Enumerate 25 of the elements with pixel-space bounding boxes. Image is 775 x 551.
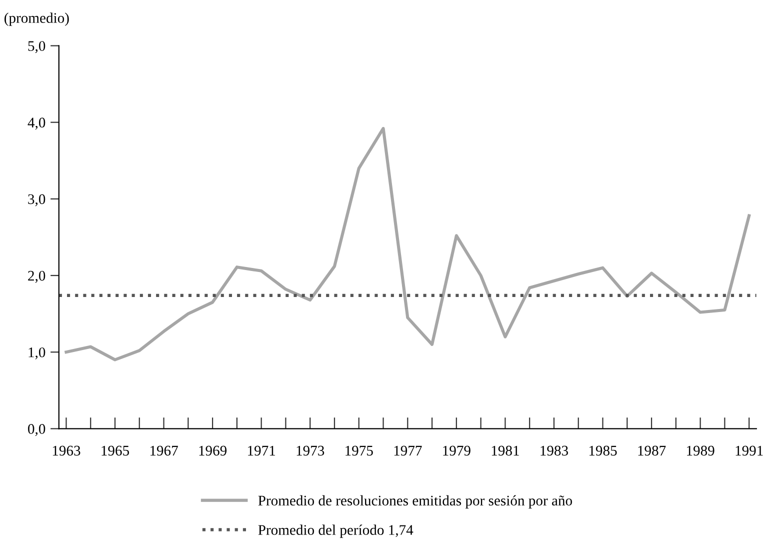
x-tick-label: 1983: [540, 446, 568, 456]
legend-label: Promedio del período 1,74: [258, 524, 414, 538]
x-tick-label: 1977: [394, 446, 422, 456]
x-tick-label: 1985: [589, 446, 617, 456]
y-tick-label: 0,0: [28, 424, 46, 436]
x-tick-label: 1989: [687, 446, 714, 456]
x-tick-label: 1963: [52, 446, 80, 456]
y-tick-label: 2,0: [28, 270, 46, 283]
y-tick-label: 1,0: [28, 347, 46, 360]
y-tick-label: 3,0: [28, 194, 46, 206]
x-tick-label: 1967: [150, 446, 178, 456]
x-tick-label: 1987: [638, 446, 666, 456]
line-series: [64, 126, 751, 362]
x-tick-label: 1991: [736, 446, 763, 456]
y-axis-title: (promedio): [4, 12, 69, 26]
x-tick-label: 1975: [346, 446, 373, 456]
x-tick-label: 1973: [296, 446, 324, 456]
x-tick-label: 1969: [199, 446, 227, 456]
y-tick-label: 4,0: [28, 118, 46, 130]
y-tick-label: 5,0: [28, 41, 46, 54]
x-tick-label: 1979: [443, 446, 470, 456]
x-tick-label: 1971: [248, 446, 276, 456]
legend-label: Promedio de resoluciones emitidas por sesión por año: [258, 495, 572, 509]
x-tick-label: 1965: [102, 446, 130, 456]
x-tick-label: 1981: [492, 446, 519, 456]
